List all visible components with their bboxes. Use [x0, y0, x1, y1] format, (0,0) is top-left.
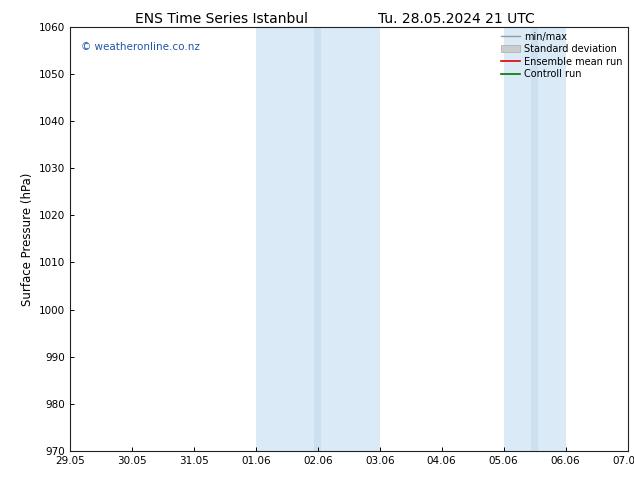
Bar: [314, 27, 321, 451]
Text: Tu. 28.05.2024 21 UTC: Tu. 28.05.2024 21 UTC: [378, 12, 535, 26]
Bar: [256, 27, 380, 451]
Text: ENS Time Series Istanbul: ENS Time Series Istanbul: [136, 12, 308, 26]
Y-axis label: Surface Pressure (hPa): Surface Pressure (hPa): [22, 172, 34, 306]
Text: © weatheronline.co.nz: © weatheronline.co.nz: [81, 42, 200, 52]
Bar: [531, 27, 538, 451]
Bar: [503, 27, 566, 451]
Legend: min/max, Standard deviation, Ensemble mean run, Controll run: min/max, Standard deviation, Ensemble me…: [501, 32, 623, 79]
